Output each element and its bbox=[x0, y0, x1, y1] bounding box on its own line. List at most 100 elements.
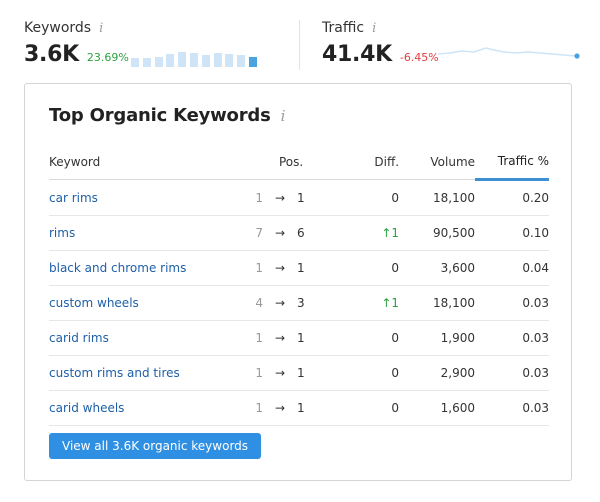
keywords-trend-bar bbox=[166, 54, 175, 67]
position-arrow-icon: → bbox=[274, 401, 286, 415]
current-position: 1 bbox=[297, 401, 305, 415]
keyword-link[interactable]: rims bbox=[49, 226, 76, 240]
traffic-trend-chart[interactable] bbox=[438, 38, 580, 66]
position-arrow-icon: → bbox=[274, 190, 286, 205]
traffic-percent: 0.10 bbox=[522, 226, 550, 240]
traffic-percent-cell: 0.03 bbox=[475, 320, 550, 356]
traffic-info-icon[interactable]: i bbox=[372, 20, 377, 36]
card-title: Top Organic Keywords bbox=[49, 105, 271, 126]
previous-position-cell: 4 bbox=[249, 285, 263, 321]
position-arrow-icon: → bbox=[274, 226, 286, 240]
search-volume-cell: 90,500 bbox=[399, 215, 476, 251]
search-volume-cell: 18,100 bbox=[399, 179, 476, 216]
keyword-link-cell: black and chrome rims bbox=[49, 250, 249, 286]
position-arrow-icon: → bbox=[274, 296, 286, 310]
keywords-table: Keyword Pos. Diff. Volume Traffic % car … bbox=[49, 144, 550, 426]
traffic-trend-point bbox=[574, 53, 580, 59]
previous-position: 1 bbox=[255, 190, 263, 205]
previous-position: 1 bbox=[255, 366, 263, 380]
keywords-label: Keywords bbox=[24, 20, 92, 36]
position-arrow-icon-cell: → bbox=[263, 179, 297, 216]
current-position-cell: 6 bbox=[297, 215, 338, 251]
current-position-cell: 1 bbox=[297, 320, 338, 356]
keyword-link[interactable]: custom wheels bbox=[49, 296, 139, 310]
previous-position: 1 bbox=[255, 331, 263, 345]
position-diff-cell: 0 bbox=[337, 250, 400, 286]
keywords-metric: Keywords i 3.6K 23.69% bbox=[24, 18, 274, 74]
traffic-trend-line bbox=[438, 47, 577, 57]
position-diff: 0 bbox=[391, 331, 400, 345]
previous-position-cell: 1 bbox=[249, 320, 263, 356]
search-volume: 3,600 bbox=[440, 261, 476, 275]
header-traffic[interactable]: Traffic % bbox=[475, 144, 550, 181]
position-diff-cell: ↑1 bbox=[337, 215, 400, 251]
position-diff: 0 bbox=[391, 190, 400, 205]
search-volume-cell: 1,600 bbox=[399, 390, 476, 426]
current-position: 1 bbox=[297, 190, 305, 205]
traffic-percent-cell: 0.03 bbox=[475, 390, 550, 426]
current-position: 1 bbox=[297, 366, 305, 380]
search-volume: 18,100 bbox=[433, 296, 476, 310]
search-volume: 90,500 bbox=[433, 226, 476, 240]
traffic-percent: 0.03 bbox=[522, 366, 550, 380]
current-position-cell: 1 bbox=[297, 250, 338, 286]
position-diff-cell: 0 bbox=[337, 355, 400, 391]
position-diff-cell: 0 bbox=[337, 179, 400, 216]
header-keyword[interactable]: Keyword bbox=[49, 144, 249, 180]
previous-position: 7 bbox=[255, 226, 263, 240]
previous-position: 4 bbox=[255, 296, 263, 310]
keywords-trend-chart[interactable] bbox=[131, 49, 271, 67]
traffic-value-row: 41.4K -6.45% bbox=[322, 42, 582, 74]
position-diff: 0 bbox=[391, 401, 400, 415]
position-arrow-icon: → bbox=[274, 331, 286, 345]
position-arrow-icon-cell: → bbox=[263, 285, 297, 321]
search-volume: 2,900 bbox=[440, 366, 476, 380]
current-position: 1 bbox=[297, 331, 305, 345]
search-volume-cell: 2,900 bbox=[399, 355, 476, 391]
card-info-icon[interactable]: i bbox=[280, 106, 286, 125]
keywords-trend-bar bbox=[213, 52, 222, 67]
traffic-percent: 0.03 bbox=[522, 401, 550, 415]
search-volume: 1,900 bbox=[440, 331, 476, 345]
table-body: car rims 1 → 1 0 18,100 0.20 rims 7 → 6 ↑1 90,500 0.1… bbox=[49, 179, 550, 426]
traffic-percent-cell: 0.04 bbox=[475, 250, 550, 286]
traffic-label: Traffic bbox=[322, 20, 365, 36]
position-arrow-icon-cell: → bbox=[263, 250, 297, 286]
traffic-percent: 0.20 bbox=[522, 191, 550, 205]
keywords-trend-bar bbox=[190, 52, 198, 67]
position-arrow-icon: → bbox=[274, 366, 286, 380]
keyword-link-cell: carid rims bbox=[49, 320, 249, 356]
position-diff: 0 bbox=[391, 261, 400, 275]
keyword-link[interactable]: custom rims and tires bbox=[49, 366, 180, 380]
traffic-percent-cell: 0.03 bbox=[475, 285, 550, 321]
table-row: custom wheels 4 → 3 ↑1 18,100 0.03 bbox=[49, 285, 550, 321]
position-arrow-icon: → bbox=[274, 261, 286, 275]
keywords-info-icon[interactable]: i bbox=[99, 20, 104, 36]
keyword-link-cell: custom rims and tires bbox=[49, 355, 249, 391]
keywords-trend-bar bbox=[201, 55, 210, 67]
search-volume-cell: 1,900 bbox=[399, 320, 476, 356]
keyword-link-cell: carid wheels bbox=[49, 390, 249, 426]
header-volume[interactable]: Volume bbox=[399, 144, 476, 180]
keywords-value-row: 3.6K 23.69% bbox=[24, 42, 274, 74]
view-all-keywords-button[interactable]: View all 3.6K organic keywords bbox=[49, 433, 262, 459]
keyword-link[interactable]: carid rims bbox=[49, 331, 109, 345]
current-position: 6 bbox=[297, 226, 305, 240]
traffic-percent-cell: 0.20 bbox=[475, 179, 550, 216]
position-diff-cell: 0 bbox=[337, 390, 400, 426]
keyword-link[interactable]: black and chrome rims bbox=[49, 261, 187, 275]
search-volume: 18,100 bbox=[433, 190, 476, 205]
traffic-percent: 0.03 bbox=[522, 296, 550, 310]
search-volume-cell: 3,600 bbox=[399, 250, 476, 286]
keywords-trend-bar bbox=[142, 58, 151, 67]
keyword-link[interactable]: carid wheels bbox=[49, 401, 125, 415]
table-header-row: Keyword Pos. Diff. Volume Traffic % bbox=[49, 144, 550, 181]
table-row: rims 7 → 6 ↑1 90,500 0.10 bbox=[49, 215, 550, 251]
header-diff[interactable]: Diff. bbox=[337, 144, 400, 180]
header-pos[interactable]: Pos. bbox=[249, 144, 338, 180]
current-position: 1 bbox=[297, 261, 305, 275]
table-row: carid rims 1 → 1 0 1,900 0.03 bbox=[49, 320, 550, 356]
keyword-link[interactable]: car rims bbox=[49, 190, 98, 205]
keywords-label-row: Keywords i bbox=[24, 18, 274, 38]
keywords-trend-bar bbox=[131, 58, 139, 67]
